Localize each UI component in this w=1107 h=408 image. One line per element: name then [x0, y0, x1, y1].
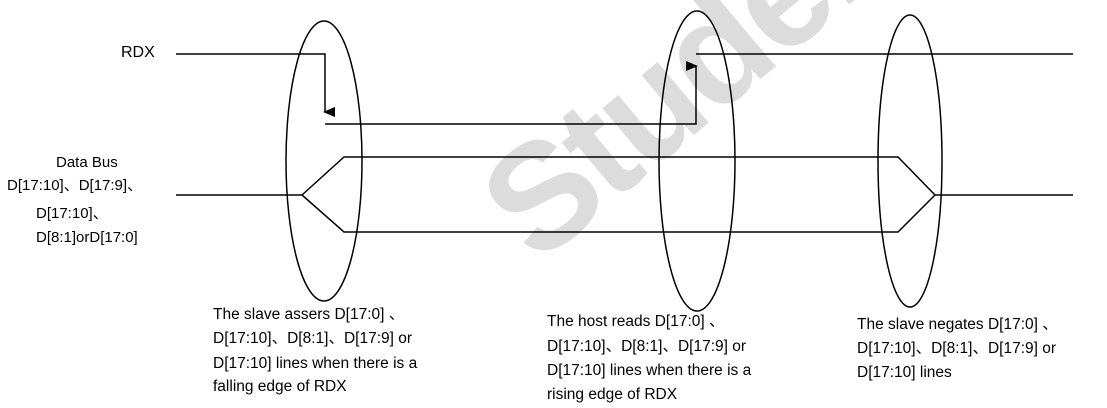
data-bus-label-line: D[8:1]orD[17:0]: [36, 229, 138, 246]
data-bus-waveform: [176, 156, 1073, 233]
falling-edge-ellipse: [285, 20, 363, 302]
description-line: The slave assers D[17:0] 、: [213, 306, 405, 323]
data-bus-valid-lower: [301, 194, 936, 233]
description-line: D[17:10]、D[8:1]、D[17:9] or: [213, 330, 413, 347]
description-line: D[17:10] lines when there is a: [547, 362, 752, 379]
data-bus-label-line: Data Bus: [56, 154, 118, 171]
rdx-low-segment: [325, 61, 698, 125]
description-line: D[17:10] lines when there is a: [213, 355, 418, 372]
description-line: The host reads D[17:0] 、: [547, 313, 725, 330]
rdx-label: RDX: [121, 44, 155, 61]
description-line: D[17:10] lines: [857, 364, 952, 381]
description-line: D[17:10]、D[8:1]、D[17:9] or: [547, 338, 747, 355]
description-line: rising edge of RDX: [547, 386, 678, 403]
data-bus-label-line: D[17:10]、: [36, 205, 108, 222]
rdx-waveform: [176, 53, 1073, 125]
data-bus-valid-upper: [301, 156, 936, 196]
rising-edge-ellipse: [658, 10, 736, 312]
description-line: falling edge of RDX: [213, 378, 347, 395]
data-bus-label-line: D[17:10]、D[17:9]、: [7, 177, 143, 194]
description-line: D[17:10]、D[8:1]、D[17:9] or: [857, 340, 1057, 357]
negate-ellipse: [877, 14, 943, 308]
description-line: The slave negates D[17:0] 、: [857, 316, 1058, 333]
rdx-high-segment-1: [176, 53, 335, 117]
